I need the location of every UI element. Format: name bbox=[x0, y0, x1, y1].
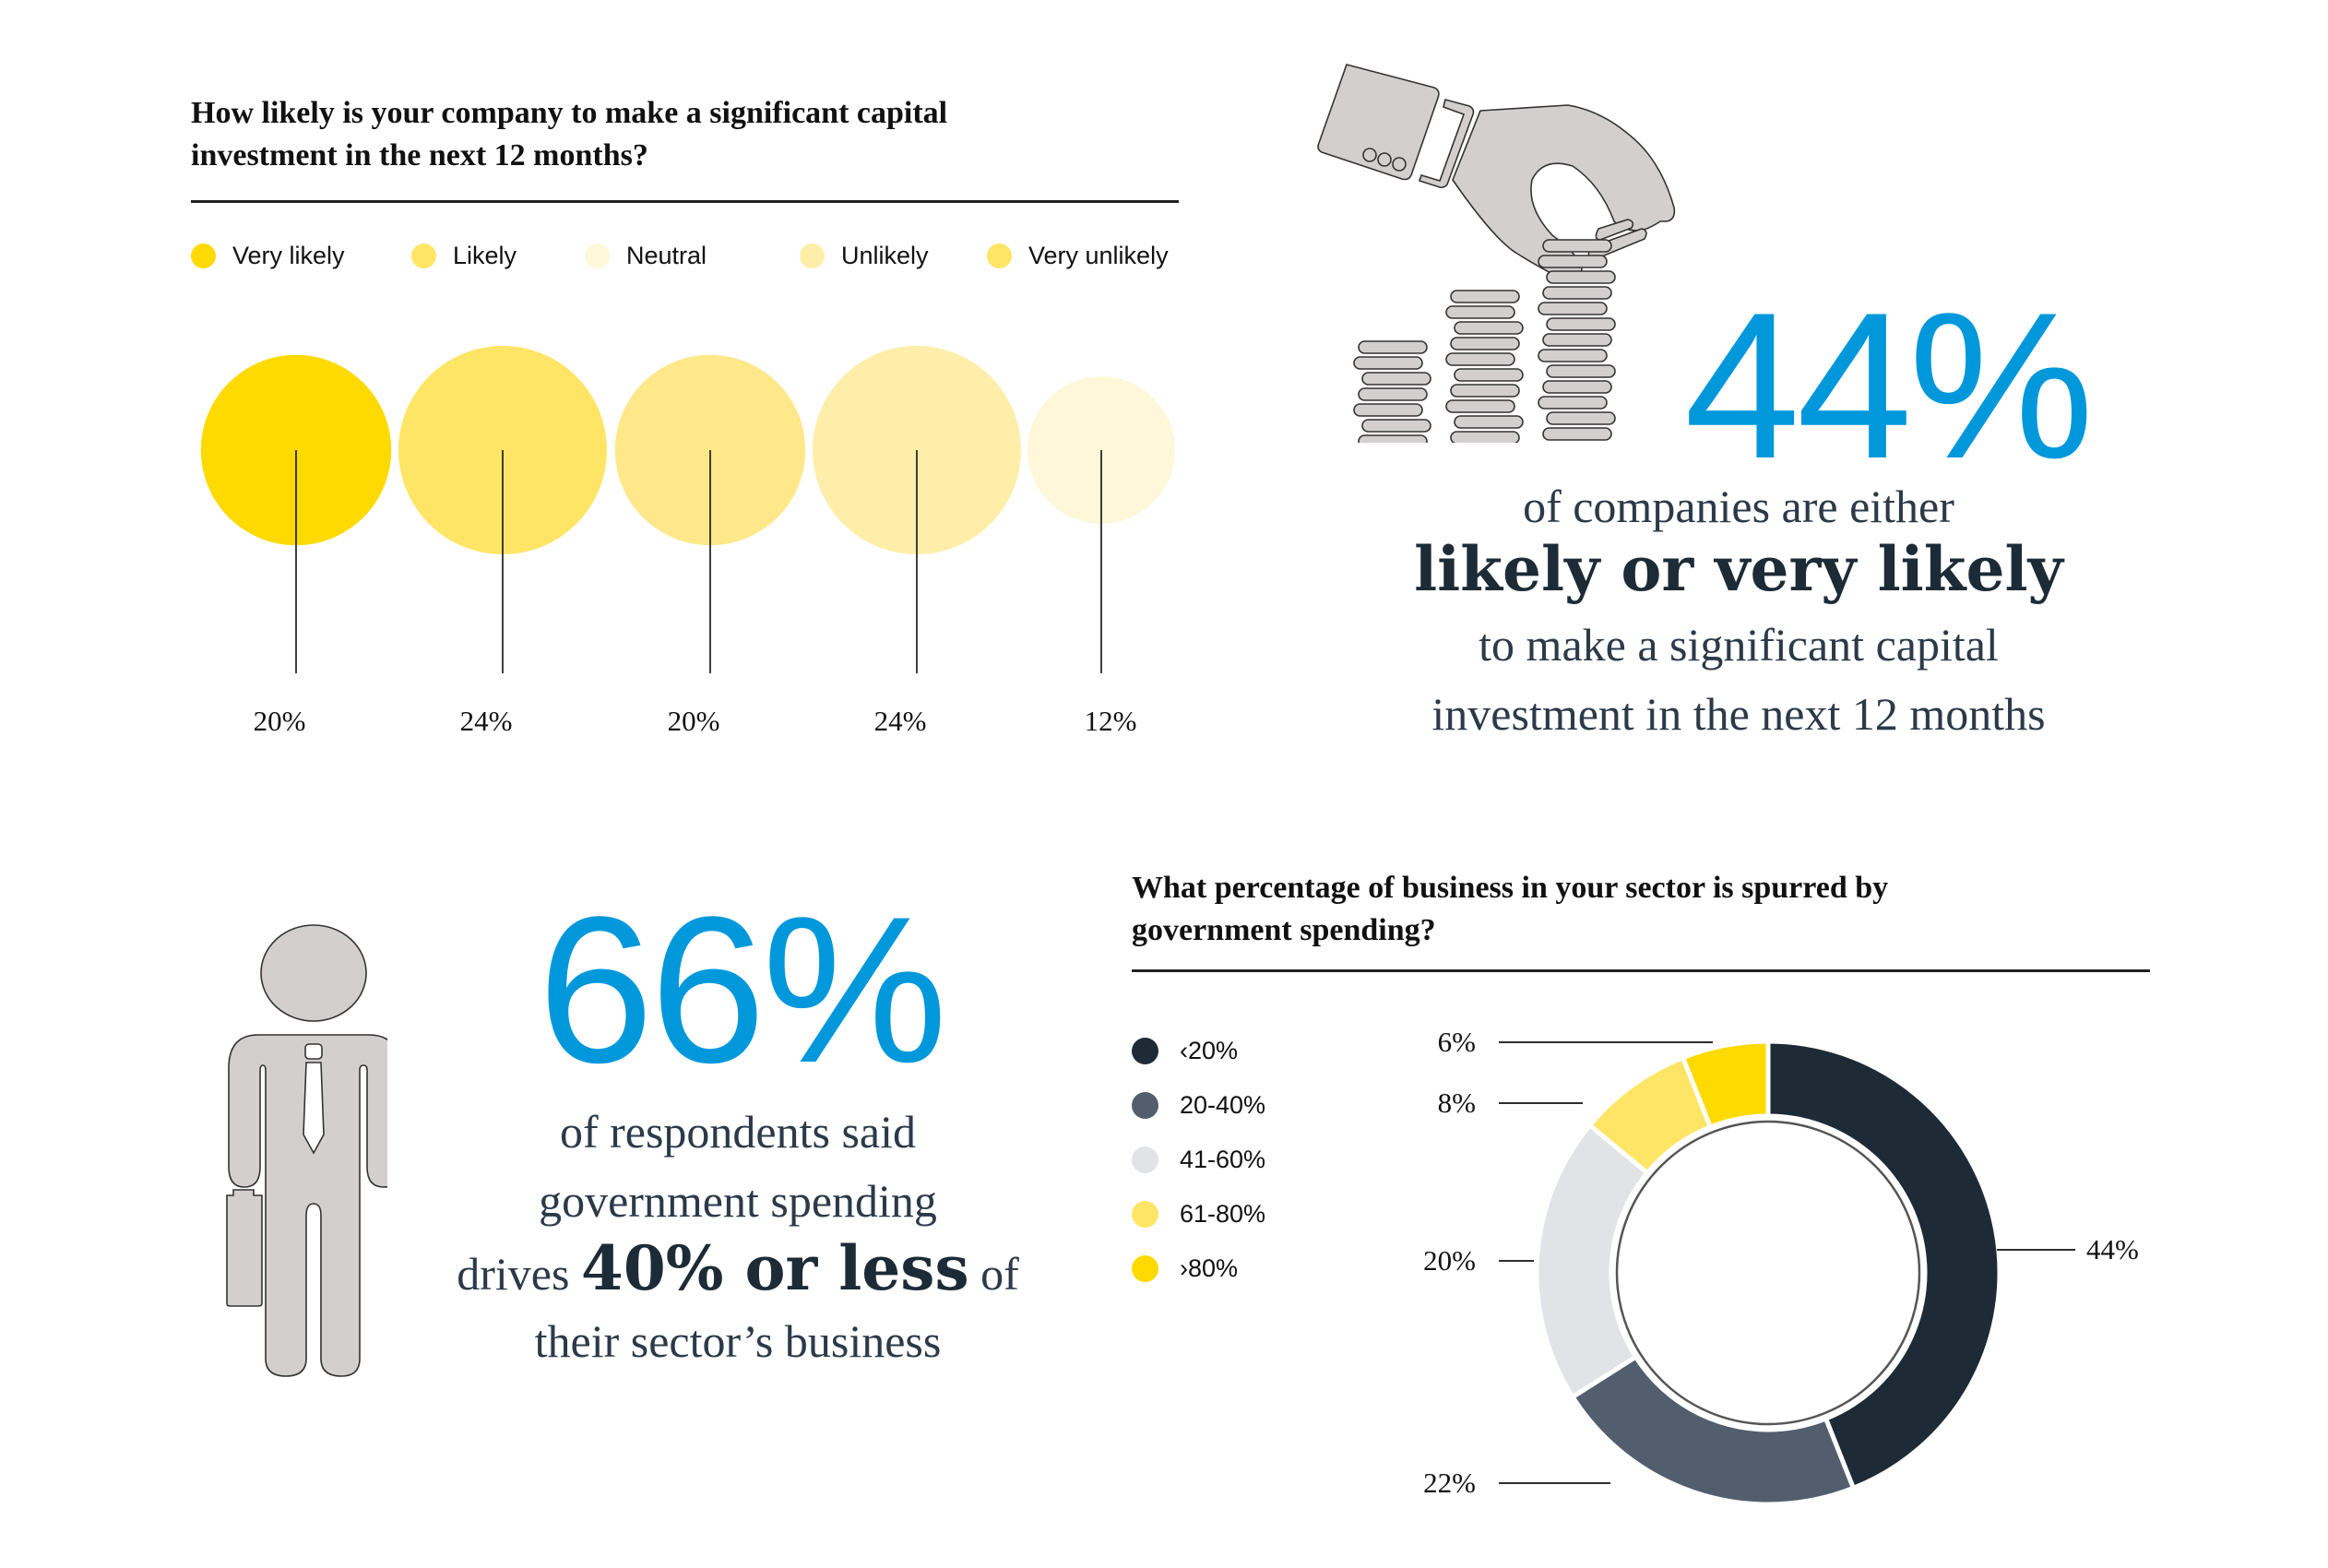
stat-44-line-1: of companies are either bbox=[1523, 481, 1954, 532]
stat-44-number: 44% bbox=[1684, 268, 2094, 502]
legend-dot bbox=[987, 244, 1012, 268]
legend-dot bbox=[1132, 1201, 1158, 1228]
legend-item-neutral: Neutral bbox=[585, 242, 707, 270]
legend-item-likely: Likely bbox=[411, 242, 517, 270]
question-2-title: What percentage of business in your sect… bbox=[1132, 867, 1888, 952]
stat-44-line-4: investment in the next 12 months bbox=[1431, 688, 2046, 740]
question-1-divider bbox=[191, 200, 1179, 203]
government-spending-legend: ‹20% 20-40% 41-60% 61-80% ›80% bbox=[1132, 1024, 1372, 1296]
bubble-value-label: 20% bbox=[254, 705, 306, 737]
legend-item-very-unlikely: Very unlikely bbox=[987, 242, 1169, 270]
legend-dot bbox=[411, 244, 436, 268]
hand-dropping-coins-icon bbox=[1317, 64, 1676, 443]
legend-item-very-likely: Very likely bbox=[191, 242, 345, 270]
legend-label: Neutral bbox=[626, 242, 707, 269]
legend-dot bbox=[1132, 1038, 1158, 1064]
legend-label: 61-80% bbox=[1180, 1200, 1266, 1228]
bubble-value-label: 24% bbox=[460, 705, 513, 737]
stat-66-line-1: of respondents said bbox=[559, 1106, 917, 1158]
donut-slice-0 bbox=[1765, 1039, 2002, 1491]
legend-item-unlikely: Unlikely bbox=[800, 242, 929, 270]
bubble-value-label: 20% bbox=[668, 705, 720, 737]
likelihood-legend: Very likely Likely Neutral Unlikely Very unl… bbox=[191, 242, 1187, 275]
stat-66-highlight: 40% or less bbox=[580, 1232, 969, 1304]
stat-66-line-3: drives 40% or less of bbox=[369, 1232, 1107, 1304]
legend-item-1: 20-40% bbox=[1132, 1078, 1372, 1133]
donut-value-label: 22% bbox=[1423, 1467, 1476, 1499]
government-spending-donut-chart: 44% 22% 20% 8% 6% bbox=[1423, 1026, 2139, 1507]
donut-slice-1 bbox=[1569, 1353, 1857, 1507]
question-1-line-1: How likely is your company to make a sig… bbox=[191, 96, 948, 130]
stat-44-highlight: likely or very likely bbox=[1414, 533, 2063, 605]
donut-slice-4 bbox=[1680, 1039, 1771, 1131]
question-2-line-2: government spending? bbox=[1132, 913, 1436, 947]
likelihood-bubble-chart: 20% 24% 20% 24% 12% bbox=[200, 346, 1175, 737]
question-1-line-2: investment in the next 12 months? bbox=[191, 138, 648, 172]
stat-66-number: 66% bbox=[538, 873, 947, 1106]
legend-label: Likely bbox=[453, 242, 517, 269]
legend-label: Very unlikely bbox=[1028, 242, 1169, 269]
legend-label: 41-60% bbox=[1180, 1146, 1266, 1173]
legend-label: Unlikely bbox=[841, 242, 929, 269]
legend-item-4: ›80% bbox=[1132, 1241, 1372, 1296]
donut-slice-2 bbox=[1534, 1122, 1651, 1400]
stat-66-line-4: their sector’s business bbox=[534, 1315, 942, 1367]
donut-value-label: 44% bbox=[2086, 1233, 2139, 1265]
legend-dot bbox=[1132, 1255, 1158, 1282]
legend-dot bbox=[585, 244, 610, 268]
legend-dot bbox=[1132, 1146, 1158, 1173]
question-2-line-1: What percentage of business in your sect… bbox=[1132, 871, 1889, 905]
stat-66-line-3-pre: drives bbox=[457, 1248, 570, 1300]
donut-inner-ring bbox=[1615, 1120, 1921, 1426]
stat-66-line-3-post: of bbox=[980, 1248, 1019, 1300]
legend-label: ‹20% bbox=[1180, 1037, 1239, 1064]
legend-label: 20-40% bbox=[1180, 1091, 1266, 1119]
donut-value-label: 20% bbox=[1423, 1244, 1476, 1277]
bubble-value-label: 12% bbox=[1085, 705, 1137, 737]
donut-value-label: 8% bbox=[1438, 1087, 1476, 1119]
legend-item-0: ‹20% bbox=[1132, 1024, 1372, 1078]
stat-44-line-3: to make a significant capital bbox=[1479, 619, 1999, 671]
legend-label: Very likely bbox=[232, 242, 345, 269]
bubble-value-label: 24% bbox=[874, 705, 927, 737]
bubble-neutral bbox=[614, 354, 806, 546]
question-1-title: How likely is your company to make a sig… bbox=[191, 92, 947, 177]
bubble-very-likely bbox=[200, 354, 392, 546]
legend-item-3: 61-80% bbox=[1132, 1187, 1372, 1241]
legend-dot bbox=[1132, 1092, 1158, 1119]
stat-66-line-2: government spending bbox=[539, 1175, 937, 1227]
donut-value-label: 6% bbox=[1438, 1026, 1476, 1058]
question-2-divider bbox=[1132, 969, 2150, 972]
legend-item-2: 41-60% bbox=[1132, 1133, 1372, 1187]
legend-dot bbox=[800, 244, 825, 268]
legend-dot bbox=[191, 244, 216, 268]
businessman-with-briefcase-icon bbox=[226, 924, 387, 1377]
legend-label: ›80% bbox=[1180, 1254, 1239, 1282]
